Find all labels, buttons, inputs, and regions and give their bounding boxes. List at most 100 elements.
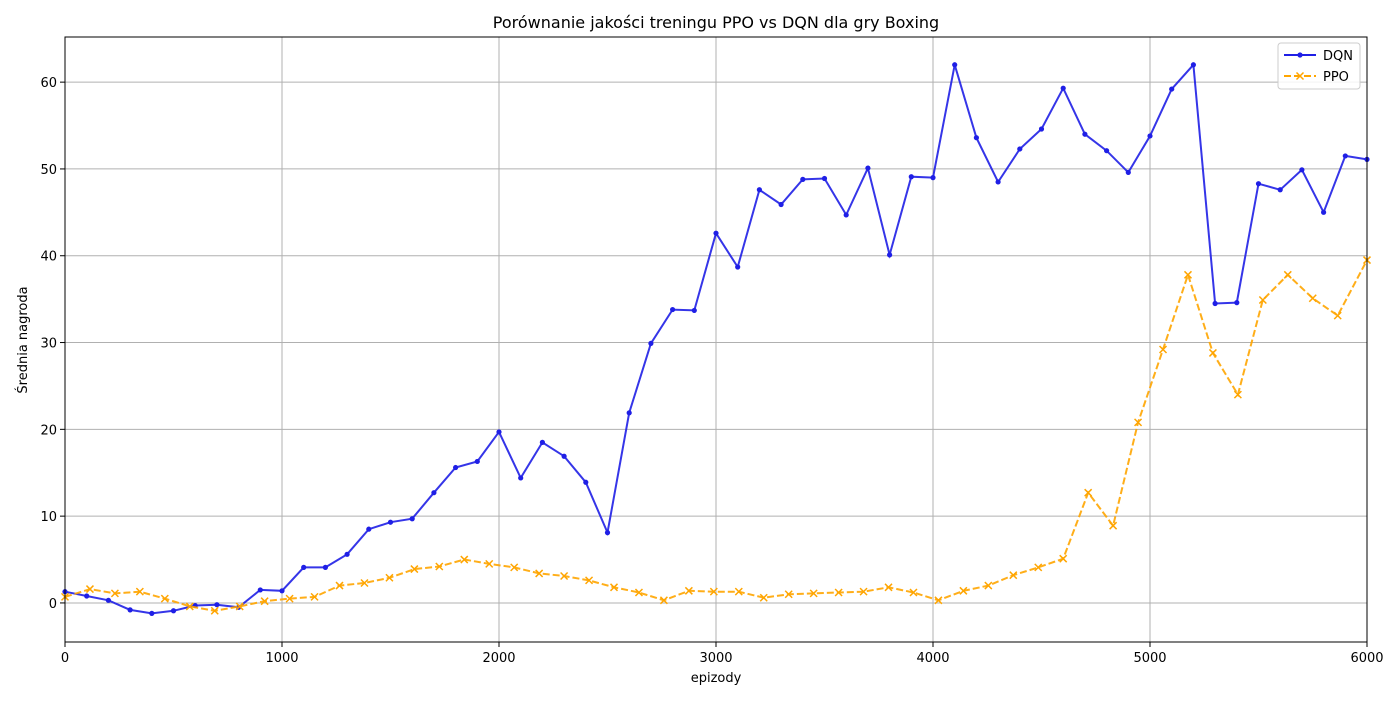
dqn-point — [1017, 146, 1023, 152]
ppo-point — [909, 588, 918, 597]
series-ppo — [60, 256, 1372, 615]
y-axis-label: Średnia nagroda — [15, 286, 31, 393]
ppo-point — [110, 589, 119, 598]
dqn-point — [1234, 300, 1240, 306]
ppo-point — [1084, 488, 1093, 497]
legend: DQN PPO — [1277, 42, 1361, 90]
dqn-point — [670, 306, 676, 313]
ppo-point — [1134, 418, 1143, 427]
dqn-point — [778, 201, 784, 208]
ppo-point — [784, 590, 793, 599]
ppo-point — [1009, 571, 1018, 580]
ppo-point — [1208, 348, 1217, 357]
x-tick-label: 0 — [61, 651, 69, 666]
dqn-point — [865, 165, 871, 171]
ppo-point — [959, 586, 968, 595]
legend-label-ppo: PPO — [1323, 70, 1349, 85]
dqn-point — [1125, 169, 1131, 176]
ppo-point — [884, 583, 893, 592]
dqn-point — [453, 464, 459, 471]
x-tick-label: 4000 — [916, 651, 949, 666]
x-tick-label: 3000 — [699, 651, 732, 666]
x-tick-label: 2000 — [482, 651, 515, 666]
dqn-point — [1038, 126, 1045, 132]
dqn-point — [257, 587, 263, 593]
ppo-point — [1109, 521, 1118, 530]
dqn-point — [149, 610, 155, 616]
ppo-point — [834, 588, 843, 597]
dqn-point — [800, 176, 806, 182]
ppo-point — [1258, 295, 1267, 305]
ppo-point — [285, 594, 294, 603]
dqn-point — [84, 593, 90, 599]
y-tick-label: 50 — [40, 163, 57, 178]
dqn-point — [1169, 86, 1175, 92]
ppo-point — [634, 588, 643, 597]
dqn-point — [973, 135, 980, 141]
ppo-point — [260, 597, 269, 606]
ppo-point — [535, 569, 544, 578]
dqn-point — [387, 519, 394, 525]
chart-title: Porównanie jakości treningu PPO vs DQN d… — [493, 13, 939, 32]
dqn-point — [409, 516, 415, 522]
dqn-point — [583, 479, 589, 485]
dqn-point — [843, 212, 849, 218]
x-tick-label: 6000 — [1350, 651, 1383, 666]
dqn-point — [301, 564, 307, 570]
dqn-point — [648, 340, 654, 347]
dqn-point — [279, 588, 285, 594]
dqn-point — [344, 551, 350, 557]
ppo-point — [135, 587, 144, 596]
dqn-point — [539, 439, 546, 445]
y-tick-label: 10 — [40, 510, 57, 525]
ppo-point — [859, 587, 868, 596]
ppo-point — [410, 565, 419, 574]
dqn-point — [995, 179, 1001, 185]
ppo-point — [310, 592, 319, 601]
dqn-point — [821, 175, 828, 182]
ppo-point — [934, 596, 943, 605]
dqn-point — [604, 530, 611, 536]
dqn-point — [756, 187, 763, 193]
dqn-point — [908, 174, 914, 180]
y-tick-label: 0 — [49, 597, 57, 612]
ppo-point — [385, 573, 394, 582]
dqn-point — [474, 458, 480, 465]
dqn-point — [1082, 131, 1088, 137]
dqn-point — [322, 564, 328, 570]
dqn-point — [1299, 167, 1305, 173]
x-axis-label: epizody — [691, 671, 742, 686]
ppo-point — [485, 559, 494, 568]
ppo-point — [659, 596, 668, 605]
ppo-point — [684, 586, 693, 595]
ppo-point — [1308, 294, 1317, 303]
dqn-point — [930, 175, 936, 181]
ppo-point — [585, 576, 594, 585]
dqn-point — [1212, 300, 1218, 307]
legend-marker-dqn — [1297, 52, 1303, 58]
ppo-point — [510, 563, 519, 572]
dqn-point — [366, 526, 372, 532]
ppo-point — [759, 593, 768, 602]
y-tick-label: 60 — [40, 76, 57, 91]
series-dqn — [62, 62, 1370, 616]
dqn-point — [518, 475, 524, 481]
dqn-point — [105, 597, 111, 603]
ppo-point — [560, 572, 569, 581]
ppo-point — [1034, 563, 1043, 572]
ppo-point — [235, 602, 244, 611]
ppo-point — [185, 602, 194, 611]
dqn-point — [1277, 187, 1283, 193]
dqn-point — [735, 264, 741, 270]
ppo-point — [1333, 311, 1342, 320]
dqn-point — [214, 602, 220, 608]
dqn-point — [691, 307, 697, 314]
ppo-point — [335, 581, 344, 590]
x-tick-label: 5000 — [1133, 651, 1166, 666]
dqn-point — [1255, 181, 1262, 187]
ppo-point — [1158, 345, 1168, 354]
ticks: 0 1000 2000 3000 4000 5000 6000 0 10 20 30 40 50 60 — [40, 76, 1383, 666]
ppo-point — [160, 594, 169, 603]
ppo-point — [984, 581, 993, 590]
